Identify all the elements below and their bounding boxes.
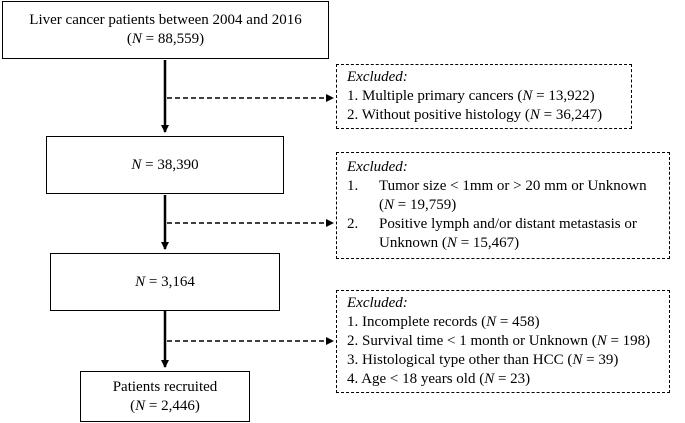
exclusion-item: 2. Positive lymph and/or distant metasta… <box>347 216 637 251</box>
box-recruited-title: Patients recruited <box>112 378 218 395</box>
box-patients-recruited: Patients recruited (N = 2,446) <box>80 371 250 422</box>
exclusion-header: Excluded: <box>347 69 408 85</box>
box-after-first-exclusion: N = 38,390 <box>46 136 284 194</box>
exclusion-item: 1. Incomplete records (N = 458) <box>347 314 540 330</box>
exclusion-item: 1. Multiple primary cancers (N = 13,922) <box>347 88 595 104</box>
exclusion-item: 2. Without positive histology (N = 36,24… <box>347 107 603 123</box>
exclusion-box-2: Excluded: 1. Tumor size < 1mm or > 20 mm… <box>336 152 670 259</box>
exclusion-item: 2. Survival time < 1 month or Unknown (N… <box>347 333 651 349</box>
box-after-second-exclusion: N = 3,164 <box>50 253 280 311</box>
exclusion-header: Excluded: <box>347 295 408 311</box>
exclusion-item: 4. Age < 18 years old (N = 23) <box>347 371 531 387</box>
box-second-count: N = 38,390 <box>131 156 199 173</box>
box-third-count: N = 3,164 <box>135 273 195 290</box>
exclusion-item: 3. Histological type other than HCC (N =… <box>347 352 619 368</box>
box-initial-title: Liver cancer patients between 2004 and 2… <box>29 12 302 28</box>
box-recruited-count: (N = 2,446) <box>130 397 200 414</box>
exclusion-item: 1. Tumor size < 1mm or > 20 mm or Unknow… <box>347 178 647 213</box>
box-initial-population: Liver cancer patients between 2004 and 2… <box>2 1 329 59</box>
exclusion-box-1: Excluded: 1. Multiple primary cancers (N… <box>336 64 632 129</box>
exclusion-box-3: Excluded: 1. Incomplete records (N = 458… <box>336 290 670 393</box>
exclusion-header: Excluded: <box>347 159 408 175</box>
box-initial-count: (N = 88,559) <box>126 31 205 47</box>
